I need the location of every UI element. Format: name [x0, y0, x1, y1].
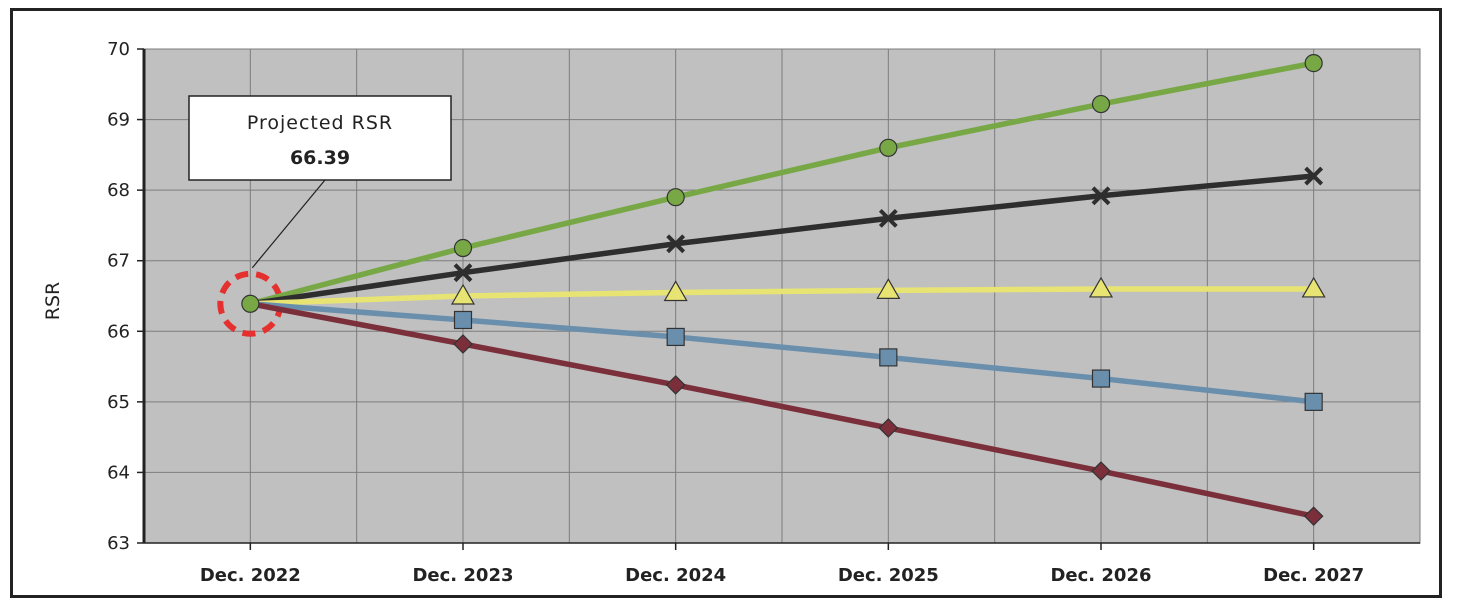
data-point-marker: [450, 283, 476, 305]
y-tick-label: 68: [107, 180, 130, 201]
data-point-marker: [1091, 94, 1111, 114]
data-point-marker: [1091, 186, 1111, 206]
data-point-marker: [453, 310, 473, 330]
chart-frame: 63 64 65 66 67 68 69 70 Dec. 2022 Dec. 2023 Dec. 2…: [10, 8, 1442, 598]
y-tick-label: 66: [107, 321, 130, 342]
data-point-marker: [876, 278, 901, 299]
data-point-marker: [878, 208, 898, 228]
y-tick-label: 64: [107, 462, 130, 483]
y-tick-label: 67: [107, 251, 130, 272]
data-point-marker: [1304, 392, 1323, 411]
data-point-marker: [453, 263, 473, 283]
x-tick-label: Dec. 2027: [1263, 565, 1364, 586]
data-point-marker: [241, 294, 260, 313]
x-tick-label: Dec. 2022: [200, 565, 301, 586]
x-tick-label: Dec. 2026: [1050, 565, 1151, 586]
projected-rsr-callout: Projected RSR 66.39: [188, 95, 452, 269]
data-point-marker: [1304, 166, 1324, 186]
data-point-marker: [666, 188, 685, 207]
data-point-marker: [1088, 276, 1114, 298]
data-point-marker: [665, 375, 686, 395]
data-point-marker: [1091, 461, 1111, 481]
y-tick-label: 70: [107, 39, 130, 60]
data-point-marker: [663, 280, 688, 302]
data-point-marker: [666, 234, 686, 254]
data-point-marker: [1304, 54, 1323, 73]
data-point-marker: [1091, 369, 1111, 388]
data-point-marker: [666, 327, 685, 347]
data-point-marker: [1301, 276, 1326, 298]
series-line: [249, 301, 1315, 519]
callout-box: [188, 95, 452, 181]
data-point-marker: [878, 418, 899, 438]
y-tick-label: 69: [107, 110, 130, 131]
data-point-marker: [879, 138, 898, 157]
y-tick-label: 65: [107, 392, 130, 413]
rsr-line-chart: 63 64 65 66 67 68 69 70 Dec. 2022 Dec. 2023 Dec. 2…: [42, 39, 1421, 586]
data-point-marker: [879, 348, 898, 367]
x-tick-label: Dec. 2025: [838, 565, 939, 586]
data-point-marker: [453, 238, 473, 258]
callout-value: 66.39: [290, 147, 350, 169]
x-tick-label: Dec. 2023: [412, 565, 513, 586]
series-line: [249, 60, 1315, 307]
x-tick-label: Dec. 2024: [625, 565, 726, 586]
y-axis-title: RSR: [42, 282, 64, 320]
series-line: [249, 173, 1314, 307]
y-tick-label: 63: [107, 533, 130, 554]
series-line: [250, 301, 1314, 405]
callout-title: Projected RSR: [247, 112, 393, 134]
data-point-marker: [453, 334, 473, 354]
data-point-marker: [1303, 506, 1324, 527]
series-line: [250, 286, 1314, 307]
callout-leader-line: [251, 179, 326, 269]
